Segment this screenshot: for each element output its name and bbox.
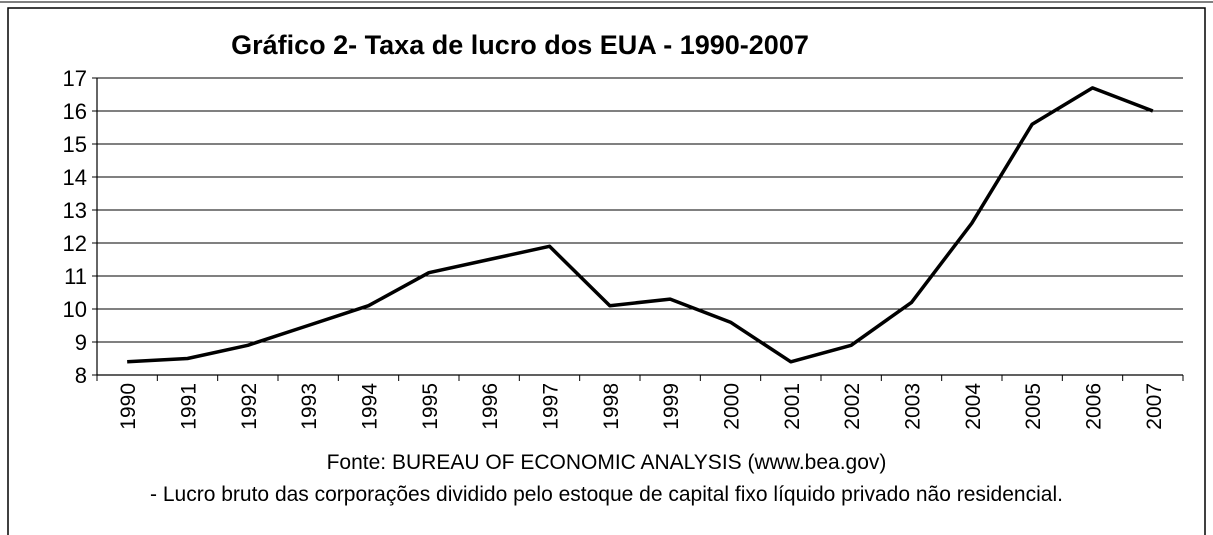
y-tick-label: 17 bbox=[63, 66, 87, 91]
x-tick-label: 2004 bbox=[962, 383, 985, 430]
x-tick-label: 1996 bbox=[479, 383, 502, 430]
x-tick-label: 2005 bbox=[1022, 383, 1045, 430]
x-tick-label: 1991 bbox=[178, 383, 201, 430]
x-tick-label: 1998 bbox=[600, 383, 623, 430]
x-tick-label: 2000 bbox=[721, 383, 744, 430]
source-note: Fonte: BUREAU OF ECONOMIC ANALYSIS (www.… bbox=[326, 451, 887, 474]
y-tick-label: 15 bbox=[63, 132, 87, 157]
y-tick-label: 13 bbox=[63, 198, 87, 223]
x-tick-label: 1994 bbox=[359, 383, 382, 430]
x-tick-label: 1990 bbox=[117, 383, 140, 430]
y-tick-label: 9 bbox=[75, 330, 87, 355]
x-tick-label: 2001 bbox=[781, 383, 804, 430]
x-tick-label: 1997 bbox=[540, 383, 563, 430]
y-tick-label: 11 bbox=[64, 264, 87, 289]
y-tick-label: 10 bbox=[63, 297, 87, 322]
x-tick-label: 2002 bbox=[841, 383, 864, 430]
frame bbox=[7, 7, 1206, 535]
y-tick-label: 12 bbox=[63, 231, 87, 256]
x-tick-label: 1995 bbox=[419, 383, 442, 430]
x-tick-label: 2006 bbox=[1083, 383, 1106, 430]
x-tick-label: 1993 bbox=[298, 383, 321, 430]
data-line bbox=[127, 86, 1154, 364]
chart-title: Gráfico 2- Taxa de lucro dos EUA - 1990-… bbox=[231, 30, 809, 60]
x-tick-label: 1999 bbox=[660, 383, 683, 430]
x-tick-label: 2007 bbox=[1143, 383, 1166, 430]
x-tick-label: 2003 bbox=[902, 383, 925, 430]
y-tick-label: 14 bbox=[63, 165, 87, 190]
x-tick-label: 1992 bbox=[238, 383, 261, 430]
y-tick-label: 16 bbox=[63, 99, 87, 124]
y-tick-label: 8 bbox=[75, 363, 87, 388]
footnote: - Lucro bruto das corporações dividido p… bbox=[150, 483, 1063, 506]
